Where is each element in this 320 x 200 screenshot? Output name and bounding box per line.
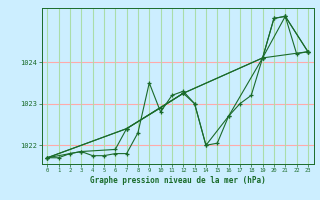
X-axis label: Graphe pression niveau de la mer (hPa): Graphe pression niveau de la mer (hPa) — [90, 176, 266, 185]
